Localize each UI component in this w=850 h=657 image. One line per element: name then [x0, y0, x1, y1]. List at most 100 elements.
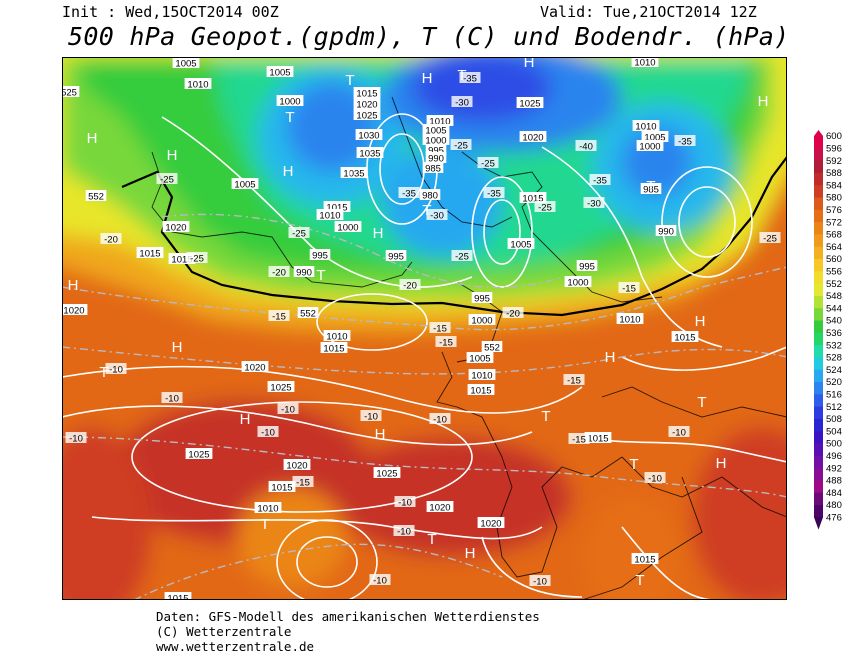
isotherm-label: -30 [583, 197, 605, 210]
svg-text:1005: 1005 [510, 240, 531, 251]
legend-level: 508 [826, 414, 842, 425]
isobar-label: 1010 [184, 78, 212, 91]
high-pressure-marker: H [524, 57, 535, 71]
svg-text:990: 990 [658, 227, 674, 238]
isotherm-label: -15 [268, 310, 290, 323]
svg-text:-10: -10 [672, 428, 686, 439]
legend-level: 512 [826, 402, 842, 413]
isobar-label: 1005 [172, 57, 200, 70]
legend-swatch [814, 345, 823, 358]
isotherm-label: -10 [394, 496, 416, 509]
svg-text:-15: -15 [272, 312, 286, 323]
isobar-label: 1020 [353, 98, 381, 111]
svg-text:-30: -30 [430, 211, 444, 222]
high-pressure-marker: H [422, 70, 433, 87]
isobar-label: 1010 [468, 369, 496, 382]
init-time: Init : Wed,15OCT2014 00Z [62, 3, 279, 21]
svg-text:1010: 1010 [319, 211, 340, 222]
svg-text:-10: -10 [533, 577, 547, 588]
legend-level: 496 [826, 451, 842, 462]
svg-text:1000: 1000 [471, 316, 492, 327]
isotherm-label: -25 [450, 139, 472, 152]
isobar-label: 1010 [254, 502, 282, 515]
isotherm-label: -20 [399, 279, 421, 292]
legend-swatch [814, 295, 823, 309]
isobar-label: 1020 [519, 131, 547, 144]
isobar-label: 1015 [519, 192, 547, 205]
isobar-label: 1035 [340, 167, 368, 180]
svg-text:985: 985 [425, 164, 441, 175]
isobar-label: 1035 [356, 147, 384, 160]
isotherm-label: -15 [563, 374, 585, 387]
isobar-label: 1000 [636, 140, 664, 153]
low-pressure-marker: T [316, 267, 325, 284]
legend-swatch [814, 492, 823, 506]
legend-level: 492 [826, 463, 842, 474]
svg-text:-15: -15 [622, 284, 636, 295]
svg-text:-15: -15 [572, 435, 586, 446]
svg-text:1015: 1015 [323, 344, 344, 355]
legend-level: 536 [826, 328, 842, 339]
isobar-label: 995 [425, 144, 447, 157]
svg-text:980: 980 [422, 191, 438, 202]
isobar-label: 1015 [136, 247, 164, 260]
legend-swatch [814, 308, 823, 321]
svg-text:-10: -10 [433, 415, 447, 426]
low-pressure-marker: T [422, 202, 431, 219]
isobar-label: 525 [62, 86, 80, 99]
legend-swatch [814, 357, 823, 371]
legend-top-arrow [814, 130, 823, 136]
svg-text:-35: -35 [463, 74, 477, 85]
legend-level: 580 [826, 193, 842, 204]
isotherm-label: -15 [292, 476, 314, 489]
legend-level: 568 [826, 230, 842, 241]
high-pressure-marker: H [283, 163, 294, 180]
isobar-label: 1000 [334, 221, 362, 234]
isotherm-label: -25 [759, 232, 781, 245]
low-pressure-marker: T [99, 364, 108, 381]
svg-text:1025: 1025 [376, 469, 397, 480]
low-pressure-marker: T [541, 408, 550, 425]
isobar-label: 1015 [320, 342, 348, 355]
high-pressure-marker: H [716, 455, 727, 472]
isotherm-label: -10 [369, 574, 391, 587]
isobar-label: 990 [655, 225, 677, 238]
isobar-label: 1015 [168, 253, 196, 266]
legend-level: 516 [826, 390, 842, 401]
svg-text:-20: -20 [272, 268, 286, 279]
svg-text:1025: 1025 [270, 383, 291, 394]
low-pressure-marker: T [629, 456, 638, 473]
legend-level: 584 [826, 180, 842, 191]
isobar-label: 995 [385, 250, 407, 263]
svg-text:-10: -10 [165, 394, 179, 405]
legend-swatch [814, 455, 823, 469]
svg-text:1015: 1015 [326, 203, 347, 214]
isobar-label: 1020 [426, 501, 454, 514]
legend-swatch [814, 197, 823, 211]
legend-level: 552 [826, 279, 842, 290]
svg-text:-25: -25 [455, 252, 469, 263]
isobar-label: 1005 [466, 352, 494, 365]
footer-data-source: Daten: GFS-Modell des amerikanischen Wet… [156, 609, 540, 624]
svg-text:-20: -20 [104, 235, 118, 246]
legend-swatch [814, 185, 823, 198]
svg-text:1010: 1010 [471, 371, 492, 382]
svg-text:1020: 1020 [356, 100, 377, 111]
svg-text:-25: -25 [190, 254, 204, 265]
isobar-label: 995 [471, 292, 493, 305]
high-pressure-marker: H [240, 411, 251, 428]
isotherm-label: -15 [429, 322, 451, 335]
svg-text:-10: -10 [69, 434, 83, 445]
low-pressure-marker: T [344, 165, 353, 182]
low-pressure-marker: T [260, 516, 269, 533]
legend-bottom-arrow [814, 517, 823, 530]
svg-text:1010: 1010 [187, 80, 208, 91]
isobar-label: 1020 [241, 361, 269, 374]
legend-swatch [814, 271, 823, 284]
color-legend: 6005965925885845805765725685645605565525… [814, 130, 842, 530]
legend-swatch [814, 382, 823, 395]
svg-text:1025: 1025 [188, 450, 209, 461]
svg-text:1005: 1005 [644, 133, 665, 144]
svg-text:-20: -20 [506, 309, 520, 320]
isotherm-label: -20 [268, 266, 290, 279]
